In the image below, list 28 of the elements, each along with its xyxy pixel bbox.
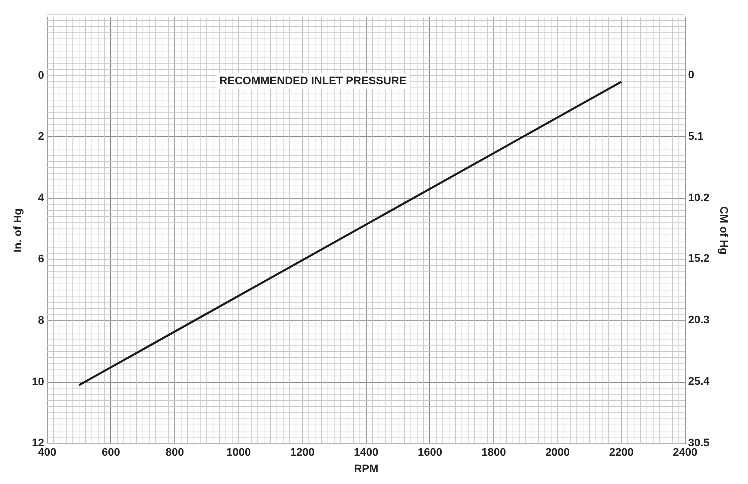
y2-tick-label: 0 xyxy=(688,70,695,82)
y-tick-label: 6 xyxy=(38,254,44,266)
y-tick-label: 8 xyxy=(38,315,44,328)
y2-tick-label: 10.2 xyxy=(688,192,710,205)
y-axis-title: In. of Hg xyxy=(12,208,25,253)
y2-tick-label: 20.3 xyxy=(688,314,710,327)
x-axis-title: RPM xyxy=(354,463,379,476)
x-tick-label: 2000 xyxy=(546,447,570,460)
y2-tick-label: 25.4 xyxy=(688,376,711,388)
text: RECOMMENDED INLET PRESSURE xyxy=(220,76,407,88)
x-tick-label: 2400 xyxy=(673,447,698,460)
x-tick-label: 800 xyxy=(166,447,184,460)
y2-tick-label: 30.5 xyxy=(688,438,710,450)
x-tick-label: 400 xyxy=(38,447,57,460)
y-tick-label: 0 xyxy=(38,70,44,82)
y-tick-label: 10 xyxy=(32,376,44,388)
y-tick-label: 4 xyxy=(38,192,46,204)
y2-tick-label: 5.1 xyxy=(688,131,704,144)
x-tick-label: 1200 xyxy=(290,447,315,460)
y2-tick-label: 15.2 xyxy=(688,252,710,265)
x-tick-label: 1600 xyxy=(418,447,442,460)
y2-axis-title: CM of Hg xyxy=(717,206,730,255)
x-tick-label: 600 xyxy=(102,447,120,460)
x-tick-label: 1800 xyxy=(482,447,506,460)
y-tick-label: 2 xyxy=(38,131,44,144)
x-tick-label: 1400 xyxy=(354,447,379,460)
x-tick-label: 2200 xyxy=(609,447,634,460)
x-tick-label: 1000 xyxy=(226,447,252,460)
